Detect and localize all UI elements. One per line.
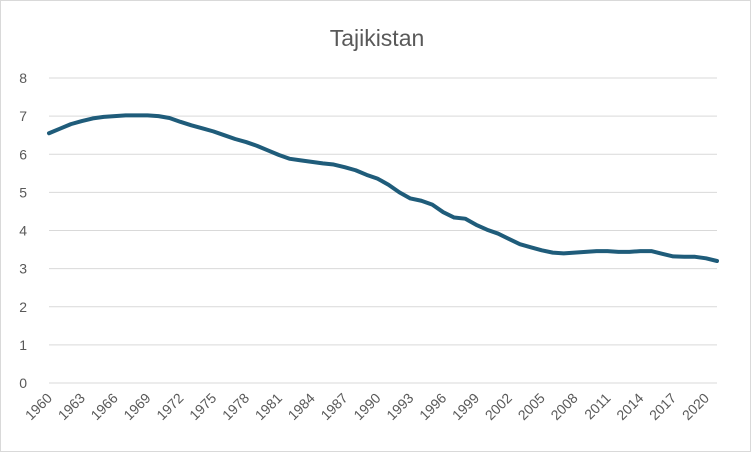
gridlines <box>49 77 717 384</box>
x-tick-label: 1963 <box>55 390 88 423</box>
y-tick-label: 0 <box>19 375 27 391</box>
x-tick-label: 2002 <box>482 390 515 423</box>
x-tick-label: 1990 <box>350 390 383 423</box>
x-axis-tick-labels: 1960 1963 1966 1969 1972 1975 1978 1981 1984 1987… <box>22 390 713 423</box>
x-tick-label: 1975 <box>186 390 219 423</box>
x-tick-label: 1987 <box>317 390 350 423</box>
x-tick-label: 2014 <box>613 390 646 423</box>
x-tick-label: 2005 <box>515 390 548 423</box>
x-tick-label: 1999 <box>449 390 482 423</box>
y-tick-label: 8 <box>19 70 27 86</box>
x-tick-label: 1969 <box>120 390 153 423</box>
y-tick-label: 1 <box>19 337 27 353</box>
y-tick-label: 5 <box>19 184 27 200</box>
x-tick-label: 1981 <box>252 390 285 423</box>
x-tick-label: 1966 <box>87 390 120 423</box>
x-tick-label: 1972 <box>153 390 186 423</box>
series-line-0 <box>47 113 719 263</box>
x-tick-label: 1984 <box>285 390 318 423</box>
y-axis-tick-labels: 0 1 2 3 4 5 6 7 8 <box>19 70 27 391</box>
y-tick-label: 2 <box>19 299 27 315</box>
y-tick-label: 4 <box>19 223 27 239</box>
y-tick-label: 3 <box>19 261 27 277</box>
x-tick-label: 2008 <box>547 390 580 423</box>
chart-title: Tajikistan <box>330 25 425 51</box>
x-tick-label: 2011 <box>581 390 614 423</box>
x-tick-label: 2017 <box>646 390 679 423</box>
x-tick-label: 2020 <box>679 390 712 423</box>
x-tick-label: 1996 <box>416 390 449 423</box>
y-tick-label: 7 <box>19 108 27 124</box>
x-tick-label: 1993 <box>383 390 416 423</box>
series-layer <box>47 113 719 263</box>
x-tick-label: 1978 <box>219 390 252 423</box>
y-tick-label: 6 <box>19 146 27 162</box>
x-tick-label: 1960 <box>22 390 55 423</box>
